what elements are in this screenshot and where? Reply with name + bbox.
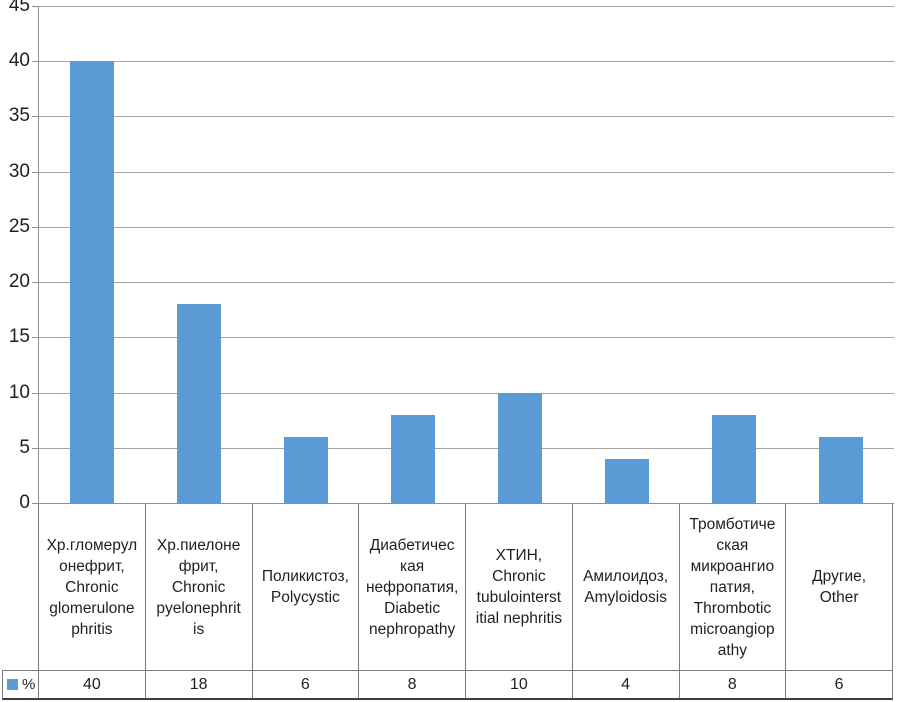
table-value: 4 bbox=[621, 675, 631, 693]
category-cell: Амилоидоз, Amyloidosis bbox=[571, 504, 679, 670]
table-value: 40 bbox=[82, 675, 101, 693]
category-label: Поликистоз, Polycystic bbox=[261, 568, 349, 606]
category-cell: Хр.пиелоне фрит, Chronic pyelonephrit is bbox=[144, 504, 252, 670]
category-cell: ХТИН, Chronic tubulointerst itial nephri… bbox=[465, 504, 572, 670]
bar bbox=[70, 61, 114, 503]
table-value-cell: 4 bbox=[571, 671, 679, 698]
y-axis-label: 25 bbox=[8, 216, 30, 237]
gridline bbox=[39, 393, 894, 394]
table-value-cell: 18 bbox=[144, 671, 252, 698]
category-label: Амилоидоз, Amyloidosis bbox=[583, 568, 669, 606]
table-value: 10 bbox=[509, 675, 528, 693]
category-axis: Хр.гломерул онефрит, Chronic glomerulone… bbox=[38, 504, 893, 670]
data-table-row: 40 18 6 8 10 4 8 6 bbox=[38, 670, 893, 700]
y-axis-label: 0 bbox=[19, 492, 30, 513]
y-axis-tick bbox=[32, 6, 38, 7]
series-color-swatch-icon bbox=[7, 679, 18, 690]
table-value: 6 bbox=[300, 675, 310, 693]
y-axis-label: 15 bbox=[8, 326, 30, 347]
table-value: 8 bbox=[407, 675, 417, 693]
category-cell: Поликистоз, Polycystic bbox=[251, 504, 359, 670]
gridline bbox=[39, 116, 894, 117]
y-axis-label: 45 bbox=[8, 0, 30, 16]
y-axis-tick bbox=[32, 116, 38, 117]
y-axis-label: 35 bbox=[8, 105, 30, 126]
y-axis-label: 10 bbox=[8, 382, 30, 403]
table-value-cell: 8 bbox=[358, 671, 465, 698]
bar bbox=[177, 304, 221, 503]
y-axis-tick bbox=[32, 227, 38, 228]
y-axis-label: 20 bbox=[8, 271, 30, 292]
category-label: Тромботиче ская микроангио патия, Thromb… bbox=[689, 515, 776, 659]
table-value: 6 bbox=[834, 675, 844, 693]
y-axis-label: 40 bbox=[8, 50, 30, 71]
bar bbox=[498, 393, 542, 503]
gridline bbox=[39, 172, 894, 173]
category-label: Хр.пиелоне фрит, Chronic pyelonephrit is bbox=[156, 536, 241, 638]
y-axis-tick bbox=[32, 448, 38, 449]
category-label: Диабетичес кая нефропатия, Diabetic neph… bbox=[365, 536, 459, 638]
gridline bbox=[39, 61, 894, 62]
table-value-cell: 6 bbox=[785, 671, 892, 698]
category-cell: Другие, Other bbox=[785, 504, 892, 670]
y-axis-label: 30 bbox=[8, 161, 30, 182]
y-axis-label: 5 bbox=[19, 437, 30, 458]
y-axis-tick bbox=[32, 282, 38, 283]
category-cell: Тромботиче ская микроангио патия, Thromb… bbox=[678, 504, 786, 670]
bar bbox=[819, 437, 863, 503]
gridline bbox=[39, 282, 894, 283]
table-value: 8 bbox=[727, 675, 737, 693]
category-cell: Диабетичес кая нефропатия, Diabetic neph… bbox=[358, 504, 465, 670]
category-cell: Хр.гломерул онефрит, Chronic glomerulone… bbox=[38, 504, 145, 670]
table-value-cell: 6 bbox=[251, 671, 359, 698]
bar bbox=[284, 437, 328, 503]
gridline bbox=[39, 337, 894, 338]
table-value: 18 bbox=[189, 675, 208, 693]
bar bbox=[605, 459, 649, 503]
gridline bbox=[39, 227, 894, 228]
y-axis-tick bbox=[32, 61, 38, 62]
table-value-cell: 10 bbox=[465, 671, 572, 698]
category-label: Другие, Other bbox=[812, 568, 867, 606]
category-label: Хр.гломерул онефрит, Chronic glomerulone… bbox=[46, 536, 138, 638]
bar bbox=[712, 415, 756, 503]
legend-cell: % bbox=[2, 670, 38, 700]
table-value-cell: 40 bbox=[38, 671, 145, 698]
gridline bbox=[39, 6, 894, 7]
y-axis-tick bbox=[32, 393, 38, 394]
category-label: ХТИН, Chronic tubulointerst itial nephri… bbox=[475, 547, 562, 627]
table-value-cell: 8 bbox=[678, 671, 786, 698]
plot-area bbox=[38, 6, 894, 504]
gridline bbox=[39, 448, 894, 449]
y-axis-tick bbox=[32, 503, 38, 504]
y-axis-tick bbox=[32, 172, 38, 173]
bar bbox=[391, 415, 435, 503]
legend-label: % bbox=[22, 676, 36, 693]
y-axis-tick bbox=[32, 337, 38, 338]
